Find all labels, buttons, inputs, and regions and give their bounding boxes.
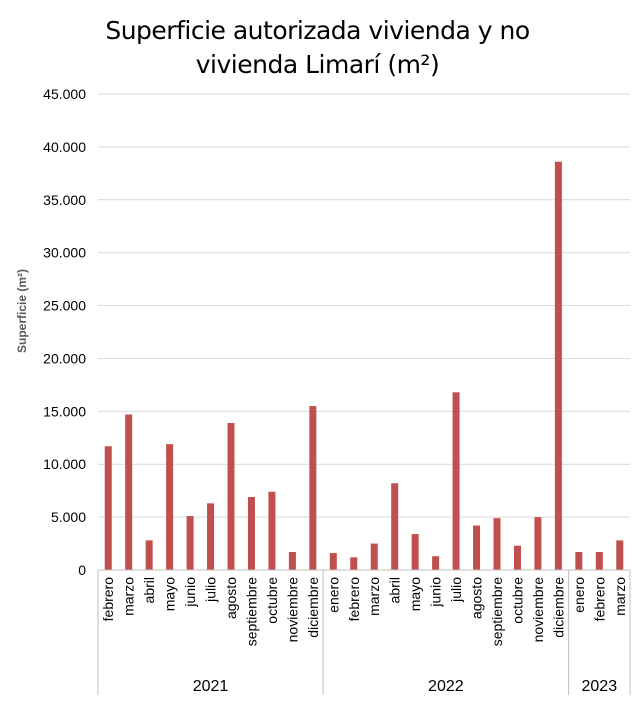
- x-year-label: 2022: [428, 678, 464, 695]
- bar: [432, 556, 440, 570]
- chart-title-line2: vivienda Limarí (m²): [195, 50, 440, 79]
- y-tick-label: 25.000: [43, 298, 86, 314]
- bar: [227, 422, 235, 570]
- y-tick-label: 10.000: [43, 456, 86, 472]
- y-tick-label: 40.000: [43, 139, 86, 155]
- chart-title: Superficie autorizada vivienda y no vivi…: [0, 14, 635, 82]
- bar: [207, 503, 215, 570]
- bars: [104, 161, 624, 570]
- x-category-label: abril: [141, 577, 157, 603]
- bar: [166, 444, 174, 570]
- bar: [513, 545, 521, 570]
- bar: [288, 552, 296, 570]
- x-category-label: marzo: [612, 577, 628, 616]
- x-category-label: febrero: [100, 577, 116, 622]
- x-year-label: 2021: [193, 678, 229, 695]
- bar: [309, 406, 317, 570]
- x-axis: [97, 569, 631, 695]
- y-tick-label: 0: [78, 562, 86, 578]
- y-tick-label: 20.000: [43, 350, 86, 366]
- x-category-label: mayo: [407, 577, 423, 611]
- bar: [186, 516, 194, 570]
- y-tick-label: 35.000: [43, 192, 86, 208]
- x-category-label: enero: [325, 577, 341, 613]
- bar: [370, 543, 378, 570]
- bar: [268, 491, 276, 570]
- x-category-label: octubre: [509, 577, 525, 624]
- y-tick-label: 45.000: [43, 86, 86, 102]
- y-tick-label: 5.000: [51, 509, 86, 525]
- bar: [411, 534, 419, 570]
- bar: [329, 553, 337, 570]
- x-category-label: enero: [571, 577, 587, 613]
- x-category-label: junio: [182, 577, 198, 608]
- bar: [145, 540, 153, 570]
- bar: [125, 414, 133, 570]
- chart-title-line1: Superficie autorizada vivienda y no: [105, 16, 530, 45]
- x-category-label: abril: [387, 577, 403, 603]
- x-category-label: noviembre: [530, 577, 546, 643]
- x-category-label: julio: [448, 577, 464, 603]
- bar: [616, 540, 624, 570]
- x-category-label: septiembre: [489, 577, 505, 646]
- y-axis-label: Superficie (m²): [15, 269, 29, 353]
- x-category-label: febrero: [346, 577, 362, 622]
- bar: [452, 392, 460, 570]
- x-category-label: febrero: [591, 577, 607, 622]
- x-category-label: julio: [203, 577, 219, 603]
- y-tick-label: 30.000: [43, 245, 86, 261]
- y-tick-label: 15.000: [43, 403, 86, 419]
- bar: [350, 557, 358, 570]
- bar: [534, 517, 542, 570]
- bar: [473, 525, 481, 570]
- bar: [391, 483, 399, 570]
- x-year-label: 2023: [582, 678, 618, 695]
- bar: [247, 497, 255, 570]
- x-category-label: marzo: [121, 577, 137, 616]
- bar: [595, 552, 603, 570]
- x-axis-years: 2021 2022 2023: [193, 678, 617, 695]
- x-category-label: diciembre: [305, 577, 321, 638]
- bar: [554, 161, 562, 570]
- x-category-label: mayo: [162, 577, 178, 611]
- x-category-label: agosto: [223, 577, 239, 619]
- x-axis-categories: febrero marzo abril mayo junio julio agosto sep…: [100, 577, 628, 646]
- bar: [493, 518, 501, 570]
- x-category-label: agosto: [469, 577, 485, 619]
- bar: [575, 552, 583, 570]
- x-category-label: junio: [428, 577, 444, 608]
- x-category-label: noviembre: [284, 577, 300, 643]
- x-category-label: octubre: [264, 577, 280, 624]
- bar: [104, 446, 112, 570]
- x-category-label: diciembre: [550, 577, 566, 638]
- x-category-label: marzo: [366, 577, 382, 616]
- gridlines: [98, 93, 630, 518]
- x-category-label: septiembre: [243, 577, 259, 646]
- y-axis-ticks: 0 5.000 10.000 15.000 20.000 25.000 30.000 35.0…: [43, 86, 86, 578]
